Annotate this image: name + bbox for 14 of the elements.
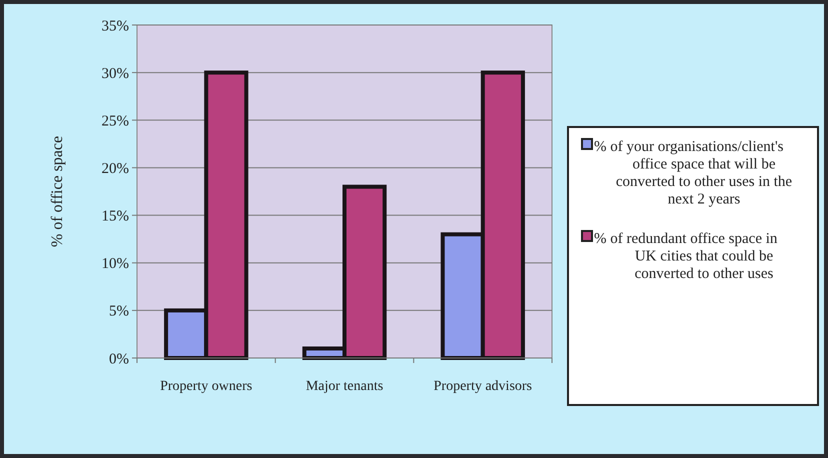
- x-tick-label: Property owners: [160, 379, 252, 394]
- y-tick-label: 10%: [102, 256, 129, 272]
- y-tick-label: 35%: [102, 18, 129, 34]
- x-tick-label: Major tenants: [306, 379, 384, 394]
- legend-label: % of redundant office space in UK cities that could be converted to other uses: [594, 231, 778, 282]
- x-tick-label: Property advisors: [434, 379, 532, 394]
- y-tick-label: 15%: [102, 208, 129, 225]
- y-tick-label: 5%: [109, 304, 129, 320]
- y-tick-label: 0%: [109, 351, 129, 368]
- y-tick-label: 30%: [102, 66, 129, 82]
- legend-label: % of your organisations/client's office space that will be converted to other uses in the next 2 years: [594, 139, 792, 208]
- y-axis-title: % of office space: [49, 136, 66, 248]
- y-tick-label: 20%: [102, 160, 129, 177]
- y-tick-label: 25%: [102, 113, 129, 130]
